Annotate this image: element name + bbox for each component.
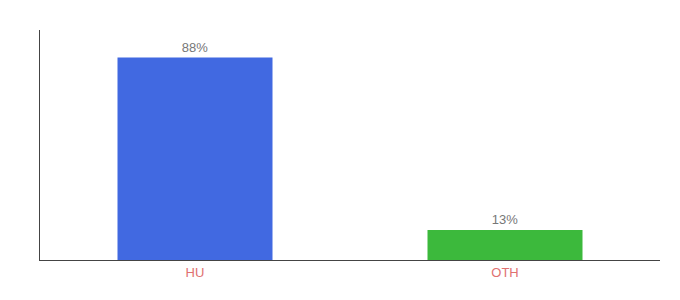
svg-text:88%: 88% [182, 40, 208, 55]
svg-text:HU: HU [186, 265, 205, 280]
svg-text:13%: 13% [492, 212, 518, 227]
svg-text:OTH: OTH [491, 265, 518, 280]
